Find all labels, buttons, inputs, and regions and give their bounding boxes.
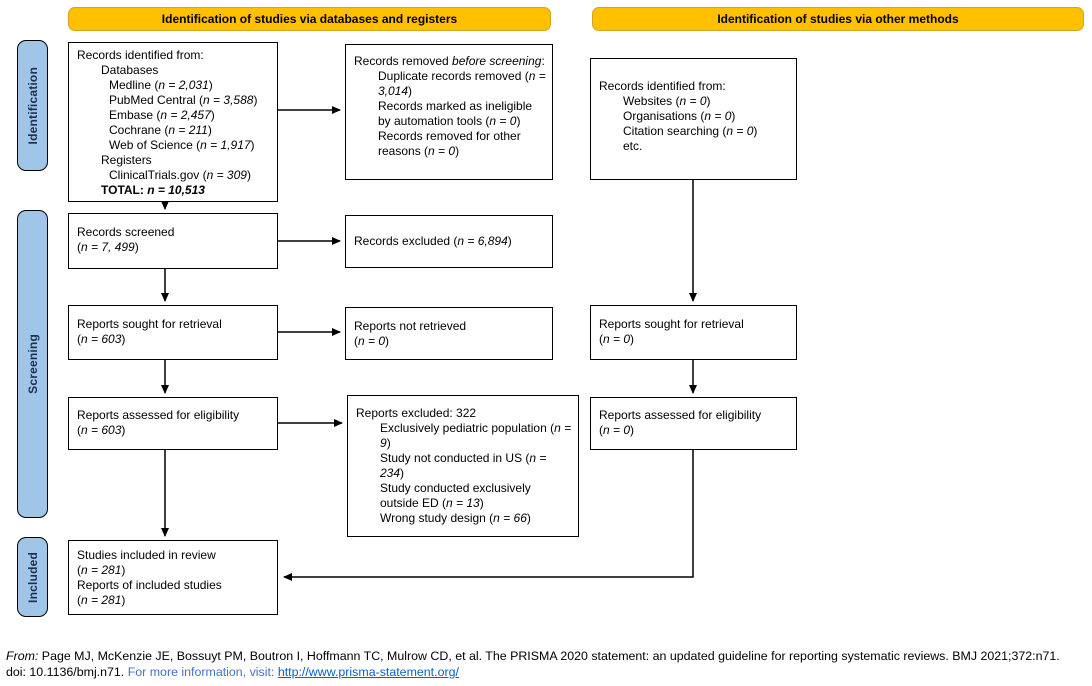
- footer-doi-text: doi: 10.1136/bmj.n71.: [6, 665, 128, 679]
- stage-label-identification: Identification: [17, 40, 48, 171]
- records-screened-box: Records screened (n = 7, 499): [68, 213, 278, 269]
- box-line: (n = 603): [77, 332, 126, 346]
- box-line: Databases: [101, 63, 159, 77]
- box-line: Reports not retrieved: [354, 319, 467, 333]
- box-line: Wrong study design (n = 66): [380, 511, 531, 525]
- reports-sought-retrieval-databases-box: Reports sought for retrieval (n = 603): [68, 305, 278, 360]
- box-line: Reports sought for retrieval: [599, 317, 744, 331]
- header-databases-registers: Identification of studies via databases …: [68, 7, 551, 31]
- box-line: (n = 0): [354, 334, 390, 348]
- box-line: (n = 281): [77, 563, 126, 577]
- box-line: Embase (n = 2,457): [109, 108, 215, 122]
- records-removed-before-screening-box: Records removed before screening: Duplica…: [345, 44, 553, 180]
- box-line: Medline (n = 2,031): [109, 78, 213, 92]
- box-line: Duplicate records removed (n = 3,014): [378, 69, 546, 98]
- header-databases-registers-label: Identification of studies via databases …: [161, 12, 458, 26]
- stage-label-screening: Screening: [17, 210, 48, 518]
- box-line: Study not conducted in US (n = 234): [380, 451, 547, 480]
- box-line: Reports excluded: 322: [356, 406, 477, 420]
- box-line: (n = 0): [599, 423, 635, 437]
- box-line: (n = 7, 499): [77, 240, 139, 254]
- box-line: Registers: [101, 153, 152, 167]
- box-line: Records screened: [77, 225, 175, 239]
- box-line: Study conducted exclusively outside ED (…: [380, 481, 531, 510]
- reports-assessed-eligibility-other-box: Reports assessed for eligibility (n = 0): [590, 397, 797, 450]
- stage-identification-text: Identification: [25, 66, 40, 145]
- footer-doi-line: doi: 10.1136/bmj.n71. For more informati…: [6, 664, 1088, 680]
- reports-assessed-eligibility-databases-box: Reports assessed for eligibility (n = 603…: [68, 397, 278, 450]
- footer-citation-text: Page MJ, McKenzie JE, Bossuyt PM, Boutro…: [38, 649, 1060, 663]
- reports-sought-retrieval-other-box: Reports sought for retrieval (n = 0): [590, 305, 797, 360]
- box-line: Records removed for other reasons (n = 0…: [378, 129, 521, 158]
- box-line: etc.: [623, 139, 643, 153]
- box-line: (n = 281): [77, 593, 126, 607]
- reports-excluded-reasons-box: Reports excluded: 322 Exclusively pediatr…: [347, 395, 579, 537]
- records-identified-databases-box: Records identified from: Databases Medline…: [68, 42, 278, 202]
- box-line: Reports assessed for eligibility: [77, 408, 240, 422]
- box-line: Web of Science (n = 1,917): [109, 138, 255, 152]
- box-line: Reports assessed for eligibility: [599, 408, 762, 422]
- box-line: Records marked as ineligible by automati…: [378, 99, 533, 128]
- box-line: ClinicalTrials.gov (n = 309): [109, 168, 251, 182]
- records-excluded-box: Records excluded (n = 6,894): [345, 215, 553, 268]
- footer-citation: From: Page MJ, McKenzie JE, Bossuyt PM, …: [6, 648, 1088, 664]
- box-line: Organisations (n = 0): [623, 109, 736, 123]
- prisma-statement-link[interactable]: http://www.prisma-statement.org/: [277, 665, 459, 679]
- box-line: Records excluded (n = 6,894): [354, 234, 512, 248]
- footer-from-label: From:: [6, 649, 39, 663]
- reports-not-retrieved-box: Reports not retrieved (n = 0): [345, 307, 553, 360]
- box-line: (n = 0): [599, 332, 635, 346]
- box-line: PubMed Central (n = 3,588): [109, 93, 258, 107]
- box-line: Citation searching (n = 0): [623, 124, 758, 138]
- box-line: Records identified from:: [77, 48, 204, 62]
- header-other-methods: Identification of studies via other meth…: [592, 7, 1084, 31]
- stage-included-text: Included: [25, 551, 40, 603]
- box-line: Cochrane (n = 211): [109, 123, 212, 137]
- box-line: Reports sought for retrieval: [77, 317, 222, 331]
- box-line: Records removed before screening:: [354, 54, 545, 68]
- records-identified-other-methods-box: Records identified from: Websites (n = 0)…: [590, 58, 797, 180]
- box-line: Websites (n = 0): [623, 94, 711, 108]
- box-line: TOTAL: n = 10,513: [101, 183, 205, 197]
- box-line: Records identified from:: [599, 79, 726, 93]
- box-line: Studies included in review: [77, 548, 216, 562]
- studies-included-review-box: Studies included in review (n = 281) Repor…: [68, 540, 278, 615]
- stage-screening-text: Screening: [25, 334, 40, 394]
- box-line: (n = 603): [77, 423, 126, 437]
- header-other-methods-label: Identification of studies via other meth…: [717, 12, 959, 26]
- footer-more-info-text: For more information, visit:: [127, 665, 278, 679]
- box-line: Reports of included studies: [77, 578, 222, 592]
- stage-label-included: Included: [17, 537, 48, 617]
- box-line: Exclusively pediatric population (n = 9): [380, 421, 572, 450]
